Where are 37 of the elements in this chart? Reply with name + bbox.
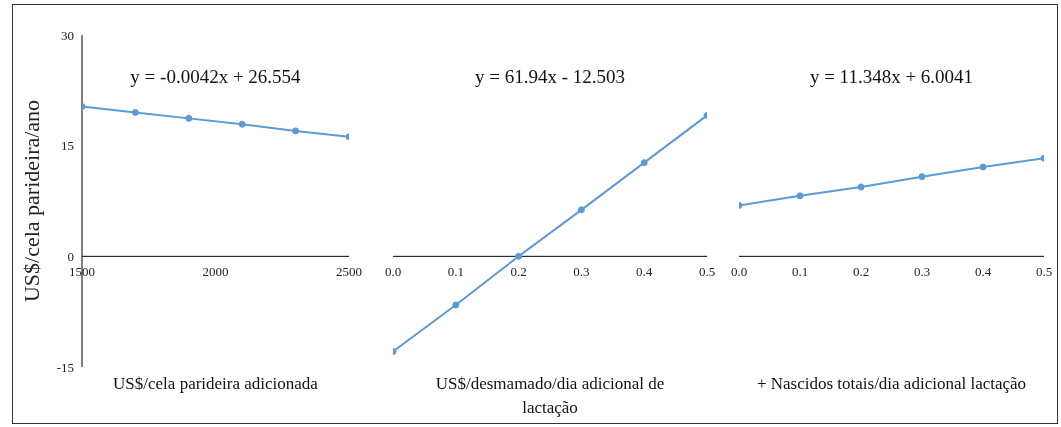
point [577, 206, 585, 214]
x-tick-label: 2500 [336, 264, 362, 280]
point [857, 183, 865, 191]
y-tick-label: 0 [67, 248, 74, 264]
annotation: y = -0.0042x + 26.554 [129, 66, 302, 88]
x-tick-label: 0.5 [698, 264, 716, 280]
point [185, 114, 193, 122]
x-axis-title: US$/desmamado/dia adicional de lactação [434, 373, 666, 419]
point [640, 159, 648, 167]
point [918, 173, 926, 181]
point [979, 163, 987, 171]
y-axis-title: US$/cela parideira/ano [18, 99, 44, 303]
x-tick-label: 0.4 [636, 264, 653, 280]
x-axis-title: + Nascidos totais/dia adicional lactação [755, 373, 1028, 395]
y-tick-label: 15 [61, 138, 74, 154]
y-tick-label: 30 [61, 27, 74, 43]
point [238, 120, 246, 128]
x-tick-label: 0.0 [730, 264, 748, 280]
x-tick-label: 0.3 [913, 264, 931, 280]
point [515, 252, 523, 260]
x-tick-label: 2000 [202, 264, 229, 280]
x-tick-label: 0.2 [852, 264, 870, 280]
point [796, 192, 804, 200]
point [452, 301, 460, 309]
x-tick-label: 0.1 [447, 264, 464, 280]
x-tick-label: 0.2 [510, 264, 527, 280]
y-tick-label: -15 [56, 359, 74, 375]
point [131, 108, 139, 116]
x-tick-label: 0.4 [974, 264, 992, 280]
x-tick-label: 0.0 [384, 264, 402, 280]
point [292, 127, 300, 135]
annotation: y = 61.94x - 12.503 [473, 66, 626, 88]
x-tick-label: 0.5 [1035, 264, 1053, 280]
x-axis-title: US$/cela parideira adicionada [113, 374, 318, 393]
annotation: y = 11.348x + 6.0041 [808, 66, 975, 88]
x-tick-label: 0.1 [791, 264, 809, 280]
x-tick-label: 0.3 [573, 264, 590, 280]
